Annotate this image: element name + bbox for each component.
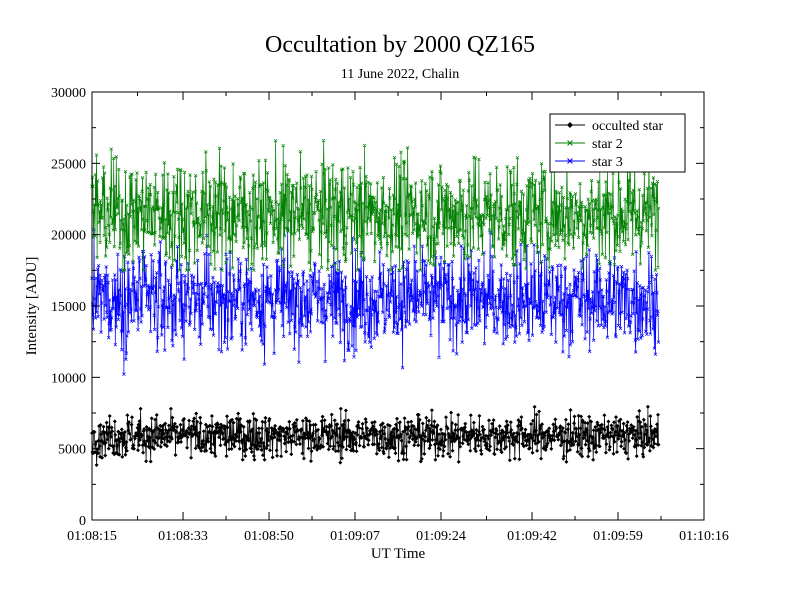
x-tick-label: 01:08:50 — [244, 529, 294, 544]
chart-title: Occultation by 2000 QZ165 — [265, 32, 535, 58]
legend-marker-1 — [567, 122, 573, 128]
x-tick-label: 01:09:07 — [330, 529, 380, 544]
series-markers — [90, 404, 661, 467]
x-tick-label: 01:10:16 — [679, 529, 729, 544]
y-tick-label: 5000 — [58, 443, 86, 458]
y-axis-label: Intensity [ADU] — [24, 257, 40, 356]
legend-label-3: star 3 — [592, 155, 623, 170]
x-tick-label: 01:09:59 — [593, 529, 643, 544]
y-tick-label: 10000 — [51, 371, 86, 386]
legend-marker-2 — [567, 140, 573, 146]
y-tick-label: 20000 — [51, 229, 86, 244]
legend: occulted star star 2 star 3 — [549, 113, 686, 173]
legend-entry-3: star 3 — [555, 155, 623, 170]
series-2 — [90, 138, 661, 273]
y-tick-label: 0 — [79, 514, 86, 529]
y-tick-label: 15000 — [51, 300, 86, 315]
y-tick-label: 25000 — [51, 157, 86, 172]
x-axis-label: UT Time — [371, 546, 426, 562]
plot-area — [90, 138, 661, 467]
x-tick-label: 01:08:33 — [158, 529, 208, 544]
plot-frame — [91, 91, 705, 521]
series-1 — [90, 404, 661, 467]
axes: 0 5000 10000 15000 20000 25000 30000 01:08:15 01… — [51, 86, 729, 544]
legend-label-1: occulted star — [592, 119, 663, 134]
legend-marker-3 — [567, 158, 573, 164]
legend-entry-2: star 2 — [555, 137, 623, 152]
x-tick-label: 01:08:15 — [67, 529, 117, 544]
chart-subtitle: 11 June 2022, Chalin — [341, 67, 459, 82]
y-tick-label: 30000 — [51, 86, 86, 101]
x-tick-label: 01:09:24 — [416, 529, 466, 544]
legend-entry-1: occulted star — [555, 119, 663, 134]
legend-label-2: star 2 — [592, 137, 623, 152]
x-tick-label: 01:09:42 — [507, 529, 557, 544]
